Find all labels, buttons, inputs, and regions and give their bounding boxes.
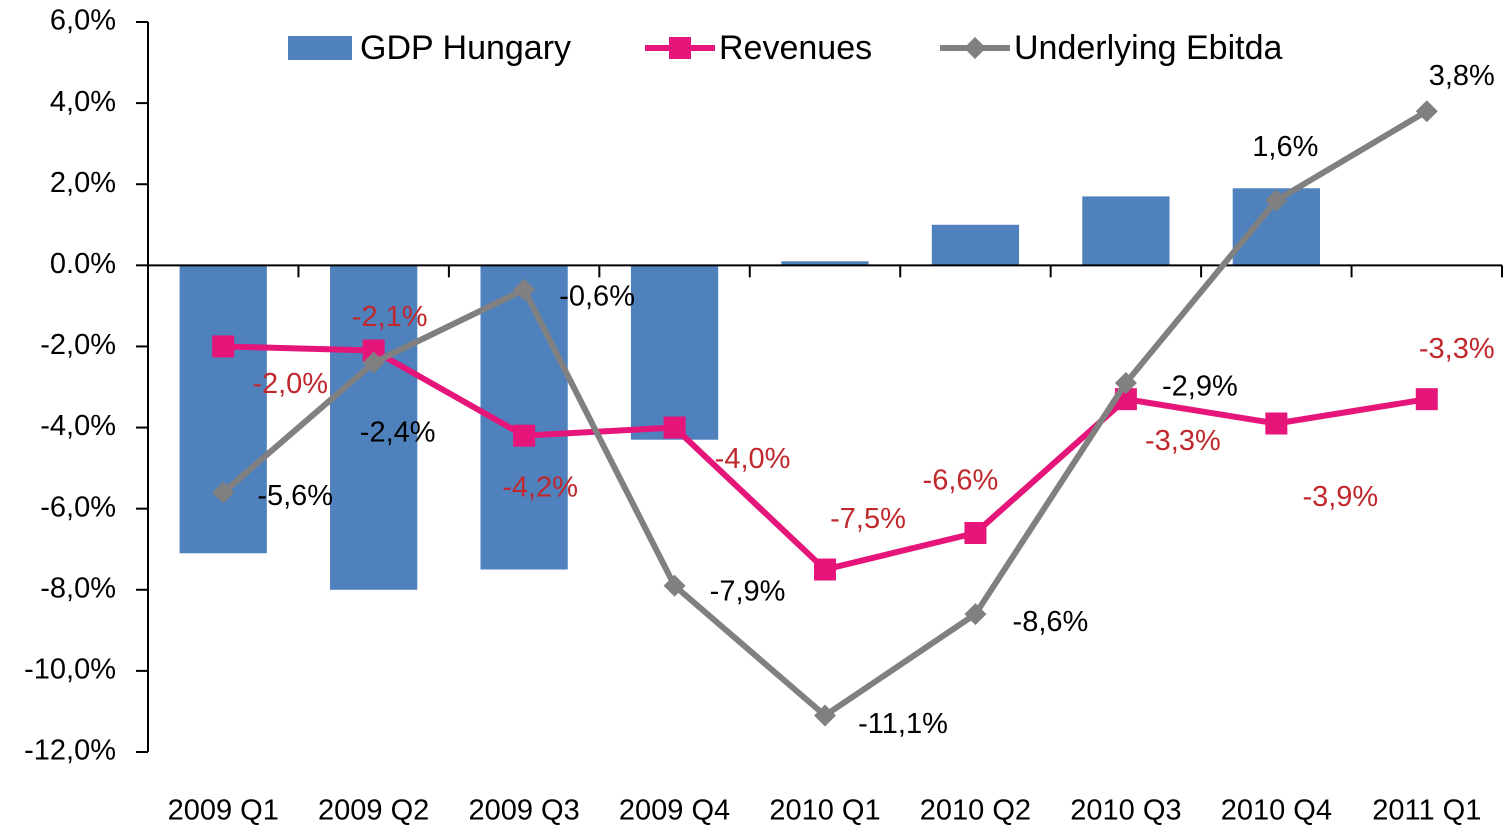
marker xyxy=(513,278,536,301)
value-label: 3,8% xyxy=(1429,60,1495,92)
value-label: -3,3% xyxy=(1419,333,1495,365)
bar xyxy=(630,265,719,440)
value-label: -4,2% xyxy=(502,471,578,503)
marker xyxy=(964,522,987,544)
marker xyxy=(663,574,686,597)
value-label: -7,5% xyxy=(830,503,906,535)
x-tick-label: 2009 Q1 xyxy=(168,795,279,827)
value-label: -2,1% xyxy=(352,301,428,333)
value-label: -3,9% xyxy=(1302,481,1378,513)
marker xyxy=(663,416,686,439)
y-tick-label: 6,0% xyxy=(50,5,116,37)
value-label: -2,0% xyxy=(252,368,328,400)
x-tick-label: 2011 Q1 xyxy=(1372,795,1481,827)
value-label: -2,9% xyxy=(1162,371,1238,403)
value-label: -7,9% xyxy=(710,575,786,607)
value-label: -2,4% xyxy=(360,416,436,448)
legend-label: Underlying Ebitda xyxy=(1014,29,1282,67)
legend-marker xyxy=(669,37,691,59)
marker xyxy=(362,351,385,374)
legend-swatch xyxy=(288,36,352,60)
x-tick-label: 2009 Q2 xyxy=(318,795,429,827)
y-tick-label: 0.0% xyxy=(50,248,116,280)
value-label: -3,3% xyxy=(1145,425,1221,457)
y-tick-label: -12,0% xyxy=(24,735,116,767)
y-tick-label: -4,0% xyxy=(40,410,116,442)
x-tick-label: 2010 Q2 xyxy=(920,795,1031,827)
marker xyxy=(513,424,536,447)
marker xyxy=(814,704,836,727)
value-label: 1,6% xyxy=(1252,131,1318,163)
legend-label: GDP Hungary xyxy=(360,29,571,67)
value-label: -5,6% xyxy=(257,480,333,512)
y-tick-label: -10,0% xyxy=(24,654,116,686)
y-tick-label: 4,0% xyxy=(50,86,116,118)
bar xyxy=(330,265,418,590)
bar xyxy=(1082,196,1170,266)
x-tick-label: 2009 Q4 xyxy=(619,795,730,827)
y-tick-label: -8,0% xyxy=(40,572,116,604)
marker xyxy=(1415,100,1438,123)
legend-label: Revenues xyxy=(719,29,872,67)
marker xyxy=(1114,371,1137,394)
bar xyxy=(179,265,267,554)
x-tick-label: 2010 Q1 xyxy=(769,795,880,827)
marker xyxy=(1265,189,1288,212)
marker xyxy=(814,558,836,581)
marker xyxy=(1415,388,1438,411)
value-label: -6,6% xyxy=(923,465,999,497)
y-tick-label: -2,0% xyxy=(40,329,116,361)
value-label: -11,1% xyxy=(858,708,948,740)
marker xyxy=(212,335,235,358)
x-tick-label: 2010 Q4 xyxy=(1221,795,1332,827)
value-label: -4,0% xyxy=(715,443,791,475)
marker xyxy=(362,339,385,362)
value-label: -0,6% xyxy=(559,280,635,312)
bar xyxy=(781,261,869,266)
marker xyxy=(212,481,235,504)
legend-marker xyxy=(964,37,986,59)
marker xyxy=(964,603,987,626)
y-tick-label: 2,0% xyxy=(50,167,116,199)
marker xyxy=(1265,412,1288,435)
value-label: -8,6% xyxy=(1013,606,1089,638)
bar xyxy=(931,224,1020,266)
x-tick-label: 2010 Q3 xyxy=(1070,795,1181,827)
y-tick-label: -6,0% xyxy=(40,491,116,523)
x-tick-label: 2009 Q3 xyxy=(468,795,579,827)
